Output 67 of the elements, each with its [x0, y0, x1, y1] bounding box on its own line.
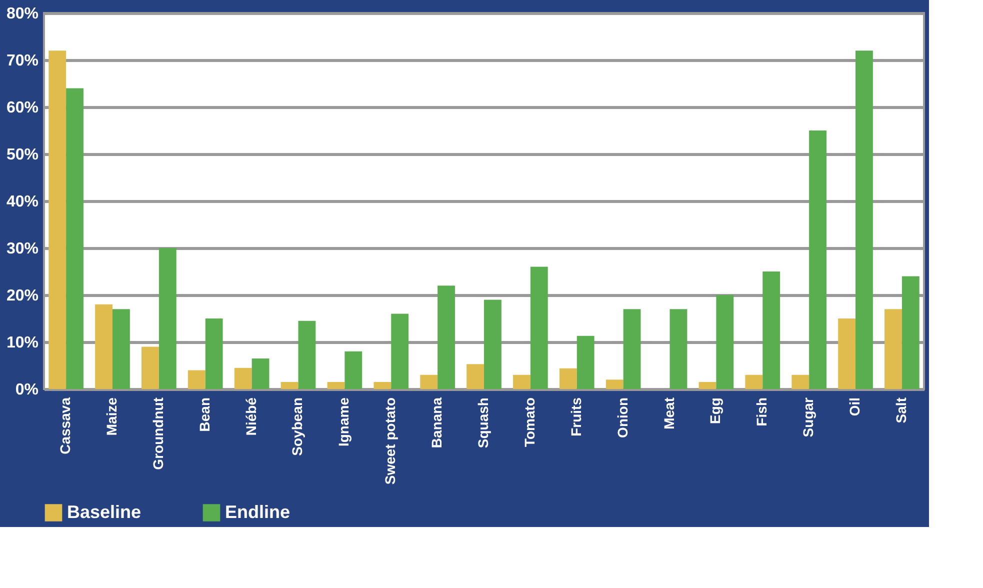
bar [142, 346, 159, 389]
x-tick-label: Tomato [521, 398, 538, 448]
bar [188, 370, 206, 389]
x-tick-label: Niébé [242, 397, 259, 436]
y-tick-label: 50% [6, 146, 38, 164]
x-tick-label: Bean [196, 398, 212, 432]
bar [205, 318, 223, 389]
bar [745, 374, 763, 389]
bar [606, 380, 624, 389]
bar [344, 351, 362, 389]
x-tick-label: Igname [336, 397, 352, 447]
bar [856, 50, 873, 389]
bar [327, 382, 345, 389]
legend-label: Baseline [67, 502, 142, 522]
bar [438, 286, 455, 389]
bar [391, 314, 409, 389]
bar [530, 266, 548, 389]
bar [809, 130, 826, 389]
bar [466, 364, 484, 389]
bar [716, 295, 734, 389]
x-tick-label: Soybean [289, 398, 306, 456]
x-tick-label: Onion [614, 398, 630, 438]
bar [623, 309, 641, 389]
y-tick-label: 70% [6, 52, 38, 70]
bar [158, 248, 176, 389]
bar [884, 309, 902, 389]
bar [902, 276, 920, 389]
bar [513, 374, 530, 389]
bar [66, 88, 84, 389]
x-tick-label: Banana [428, 397, 445, 448]
x-tick-label: Fish [754, 398, 770, 426]
bar [48, 50, 66, 389]
bar [234, 368, 252, 389]
y-tick-label: 20% [6, 288, 38, 304]
x-tick-label: Sweet potato [382, 398, 398, 485]
bar [698, 382, 716, 389]
bar [576, 336, 594, 389]
y-tick-label: 30% [6, 240, 38, 258]
x-tick-label: Squash [475, 398, 491, 448]
bar [374, 382, 392, 389]
bar [670, 309, 688, 389]
y-tick-label: 40% [6, 194, 38, 210]
bar [95, 304, 112, 389]
y-tick-label: 0% [15, 382, 38, 398]
y-tick-label: 10% [6, 334, 38, 352]
bar [792, 374, 810, 389]
x-tick-label: Sugar [800, 396, 816, 438]
bar [112, 309, 130, 389]
y-tick-label: 60% [6, 100, 38, 116]
bar [280, 382, 298, 389]
x-tick-label: Meat [660, 397, 677, 430]
bar [559, 368, 577, 389]
bar [484, 300, 502, 389]
bar [252, 358, 270, 389]
bar [298, 320, 316, 389]
x-tick-label: Cassava [57, 397, 74, 454]
bar [420, 374, 438, 389]
x-tick-label: Maize [103, 397, 120, 436]
bar [762, 272, 780, 389]
x-tick-label: Groundnut [150, 397, 166, 470]
y-tick-label: 80% [6, 6, 38, 22]
bar [838, 318, 856, 389]
legend-label: Endline [225, 502, 290, 522]
x-tick-label: Fruits [568, 397, 584, 436]
x-tick-label: Egg [707, 398, 724, 424]
x-tick-label: Oil [846, 398, 863, 416]
x-tick-label: Salt [892, 397, 909, 424]
